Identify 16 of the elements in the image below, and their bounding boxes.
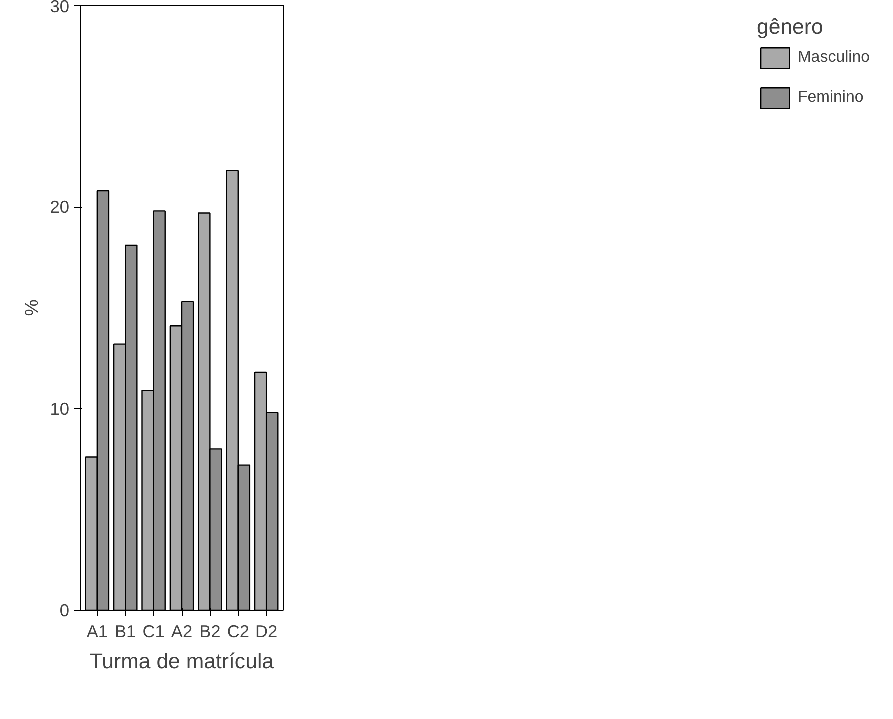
x-tick-label: D2 xyxy=(256,622,278,642)
x-tick-label: A2 xyxy=(171,622,193,642)
x-axis-title: Turma de matrícula xyxy=(90,650,274,674)
y-tick-label: 0 xyxy=(60,600,70,620)
y-tick-label: 20 xyxy=(50,197,70,218)
x-tick-label: B2 xyxy=(200,622,221,642)
x-tick-label: C1 xyxy=(142,622,165,642)
legend-label: Feminino xyxy=(798,89,864,107)
x-tick-label: A1 xyxy=(86,622,108,642)
y-axis-title: % xyxy=(21,300,42,316)
x-tick-label: C2 xyxy=(227,622,250,642)
x-tick-label: B1 xyxy=(115,622,136,642)
legend-label: Masculino xyxy=(798,49,870,67)
legend-title: gênero xyxy=(756,15,824,40)
y-tick-label: 30 xyxy=(50,0,70,16)
y-tick-label: 10 xyxy=(50,398,70,419)
